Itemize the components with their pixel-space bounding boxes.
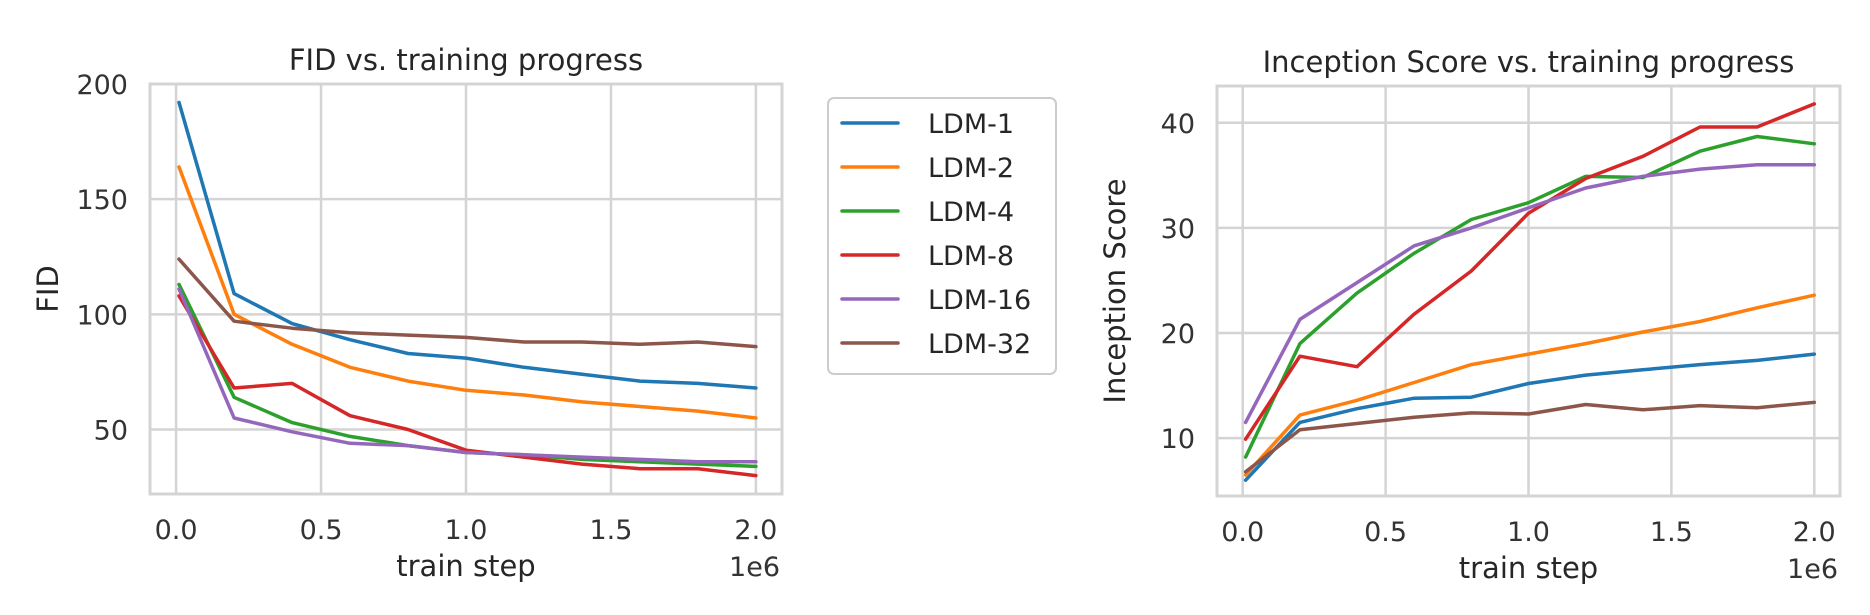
legend-label-ldm-32: LDM-32 bbox=[928, 329, 1031, 360]
fid-chart-title: FID vs. training progress bbox=[289, 43, 643, 77]
fid-y-axis-label: FID bbox=[31, 265, 65, 313]
is-chart-title: Inception Score vs. training progress bbox=[1263, 45, 1795, 79]
fid-series-ldm-2 bbox=[177, 165, 758, 420]
legend-label-ldm-2: LDM-2 bbox=[928, 153, 1014, 184]
is-series-ldm-1 bbox=[1243, 352, 1817, 482]
is-y-tick-label: 40 bbox=[1161, 109, 1195, 140]
is-series-ldm-32 bbox=[1243, 400, 1817, 474]
is-x-tick-label: 0.0 bbox=[1221, 517, 1264, 548]
fid-x-tick-label: 1.0 bbox=[445, 515, 488, 546]
fid-x-tick-label: 0.0 bbox=[155, 515, 198, 546]
is-x-tick-label: 1.0 bbox=[1507, 517, 1550, 548]
is-x-tick-label: 1.5 bbox=[1650, 517, 1693, 548]
inception-score-chart: 0.0 0.5 1.0 1.5 2.0 10 20 30 40 Inception Score … bbox=[1098, 45, 1842, 585]
fid-x-tick-label: 1.5 bbox=[589, 515, 632, 546]
fid-tick-labels: 0.0 0.5 1.0 1.5 2.0 50 100 150 200 bbox=[76, 70, 777, 546]
is-x-offset-label: 1e6 bbox=[1787, 554, 1838, 585]
is-series-ldm-8 bbox=[1243, 102, 1817, 441]
fid-x-offset-label: 1e6 bbox=[729, 552, 780, 583]
is-series-ldm-16 bbox=[1243, 163, 1817, 425]
is-y-tick-label: 20 bbox=[1161, 319, 1195, 350]
fid-y-tick-label: 200 bbox=[76, 70, 128, 101]
legend-label-ldm-4: LDM-4 bbox=[928, 197, 1014, 228]
is-y-tick-label: 30 bbox=[1161, 214, 1195, 245]
is-tick-labels: 0.0 0.5 1.0 1.5 2.0 10 20 30 40 bbox=[1161, 109, 1836, 548]
fid-x-axis-label: train step bbox=[396, 549, 535, 583]
is-x-tick-label: 0.5 bbox=[1364, 517, 1407, 548]
fid-y-tick-label: 50 bbox=[94, 416, 128, 447]
legend: LDM-1 LDM-2 LDM-4 LDM-8 LDM-16 LDM-32 bbox=[827, 97, 1057, 375]
is-x-axis-label: train step bbox=[1459, 551, 1598, 585]
fid-series-ldm-32 bbox=[177, 257, 758, 349]
fid-x-tick-label: 2.0 bbox=[734, 515, 777, 546]
legend-label-ldm-8: LDM-8 bbox=[928, 241, 1014, 272]
is-x-tick-label: 2.0 bbox=[1793, 517, 1836, 548]
legend-label-ldm-1: LDM-1 bbox=[928, 109, 1014, 140]
fid-series-layer bbox=[177, 100, 758, 478]
is-series-ldm-4 bbox=[1243, 134, 1817, 459]
is-grid bbox=[1217, 86, 1840, 496]
fid-series-ldm-8 bbox=[177, 294, 758, 478]
fid-grid bbox=[150, 82, 782, 494]
is-series-ldm-2 bbox=[1243, 293, 1817, 477]
fid-series-ldm-1 bbox=[177, 100, 758, 390]
fid-series-ldm-16 bbox=[177, 287, 758, 464]
is-plot-frame bbox=[1215, 84, 1842, 498]
is-y-tick-label: 10 bbox=[1161, 424, 1195, 455]
fid-chart: 0.0 0.5 1.0 1.5 2.0 50 100 150 200 FID vs. train… bbox=[31, 43, 784, 583]
fid-plot-frame bbox=[148, 82, 784, 496]
fid-y-tick-label: 100 bbox=[76, 300, 128, 331]
legend-label-ldm-16: LDM-16 bbox=[928, 285, 1031, 316]
is-y-axis-label: Inception Score bbox=[1098, 178, 1132, 403]
fid-y-tick-label: 150 bbox=[76, 185, 128, 216]
is-series-layer bbox=[1243, 102, 1817, 482]
legend-items: LDM-1 LDM-2 LDM-4 LDM-8 LDM-16 LDM-32 bbox=[840, 109, 1031, 360]
fid-x-tick-label: 0.5 bbox=[300, 515, 343, 546]
